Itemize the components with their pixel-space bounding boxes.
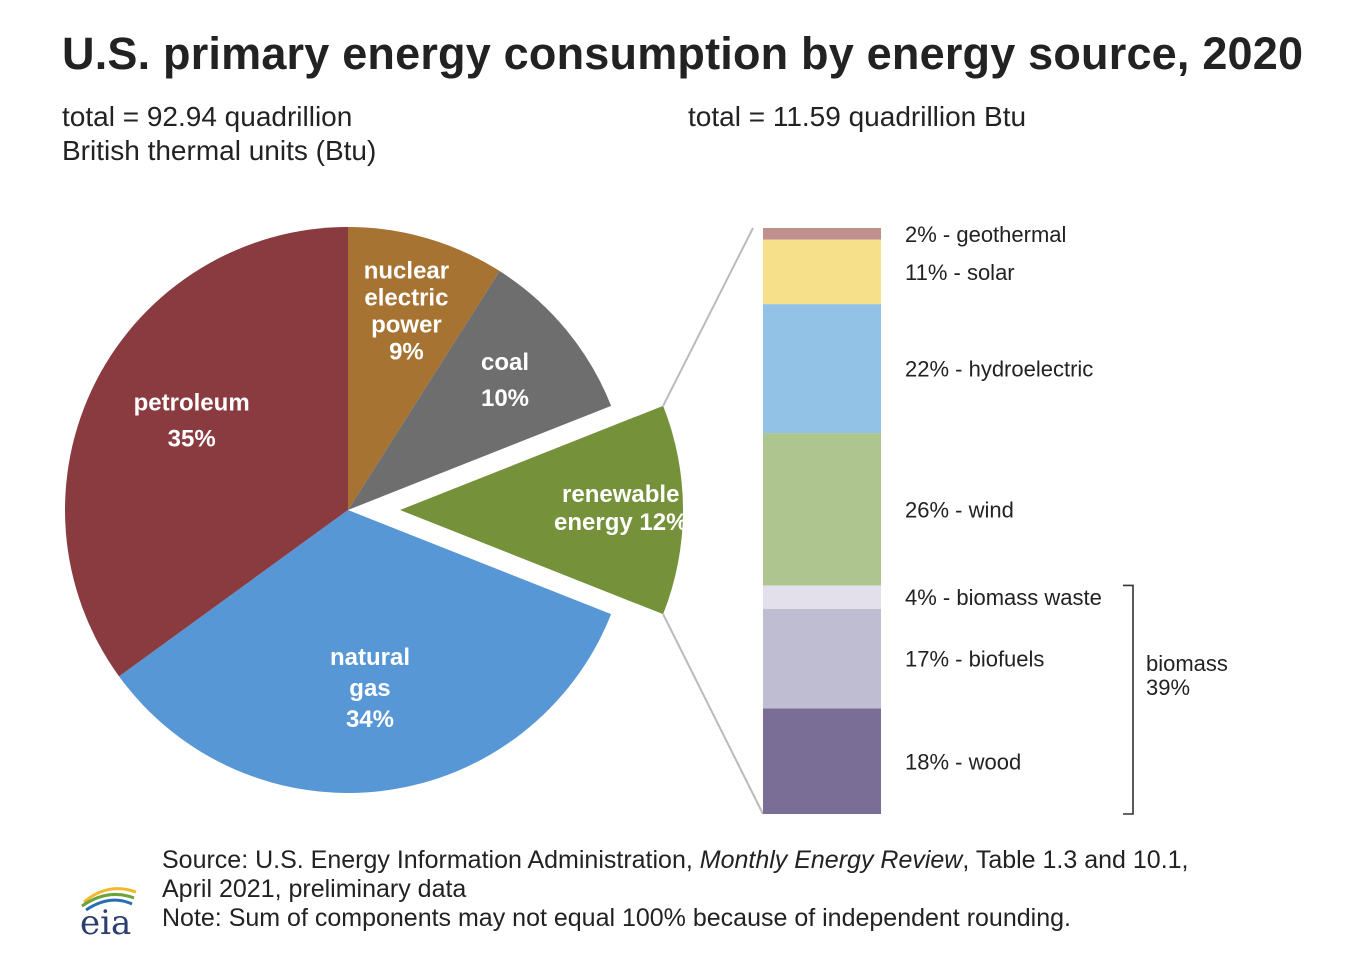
zoom-connector-lines [662, 227, 764, 815]
pie-label-natural-gas: natural gas 34% [330, 644, 410, 733]
source-suffix: , Table 1.3 and 10.1, [962, 846, 1189, 874]
footer-note: Note: Sum of components may not equal 10… [162, 904, 1071, 932]
bar-segment-geothermal [763, 228, 881, 240]
pie-total-line2: British thermal units (Btu) [62, 135, 377, 166]
bar-label-solar: 11% - solar [905, 260, 1015, 285]
pie-label-petroleum: petroleum 35% [134, 389, 250, 452]
bar-segment-biomass-waste [763, 585, 881, 609]
source-publication: Monthly Energy Review [699, 846, 963, 874]
pie-slice-coal [348, 271, 612, 510]
pie-label-coal: coal 10% [481, 349, 529, 412]
source-line: Source: U.S. Energy Information Administ… [162, 846, 1342, 875]
eia-logo-icon: eia [80, 887, 137, 940]
bar-label-geothermal: 2% - geothermal [905, 222, 1066, 247]
bar-segment-solar [763, 239, 881, 305]
pie-slice-natural-gas [119, 510, 612, 793]
footer: Source: U.S. Energy Information Administ… [162, 846, 1342, 933]
chart-title: U.S. primary energy consumption by energ… [62, 28, 1304, 79]
pie-slice-petroleum [65, 227, 348, 677]
pie-total-label: total = 92.94 quadrillion British therma… [62, 100, 482, 168]
stacked-bar-chart: 2% - geothermal 11% - solar 22% - hydroele… [763, 222, 1102, 814]
connector-top [662, 227, 754, 407]
bar-segment-wood [763, 708, 881, 814]
eia-logo-text: eia [80, 903, 131, 940]
pie-total-line1: total = 92.94 quadrillion [62, 101, 353, 132]
bar-label-hydroelectric: 22% - hydroelectric [905, 357, 1093, 382]
pie-slice-renewable-energy [400, 405, 683, 615]
bar-segment-wind [763, 433, 881, 586]
pie-label-nuclear-electric-power: nuclear electric power 9% [364, 257, 449, 365]
bar-segment-biofuels [763, 608, 881, 709]
bar-total-label: total = 11.59 quadrillion Btu [688, 101, 1027, 132]
bar-label-wood: 18% - wood [905, 749, 1021, 774]
biomass-bracket: biomass 39% [1123, 584, 1228, 815]
bracket-line [1123, 584, 1134, 815]
pie-slice-nuclear-electric-power [348, 227, 500, 510]
bar-label-biofuels: 17% - biofuels [905, 647, 1044, 672]
connector-bottom [662, 613, 764, 815]
bar-segment-hydroelectric [763, 304, 881, 434]
pie-label-renewable-energy: renewable energy 12% [554, 481, 687, 536]
source-prefix: Source: U.S. Energy Information Administ… [162, 846, 700, 874]
source-line-2: April 2021, preliminary data [162, 875, 467, 903]
bar-label-biomass-waste: 4% - biomass waste [905, 585, 1102, 610]
bracket-label: biomass 39% [1146, 651, 1228, 700]
bar-label-wind: 26% - wind [905, 497, 1014, 522]
pie-chart: nuclear electric power 9% coal 10% renewable en… [65, 227, 687, 793]
